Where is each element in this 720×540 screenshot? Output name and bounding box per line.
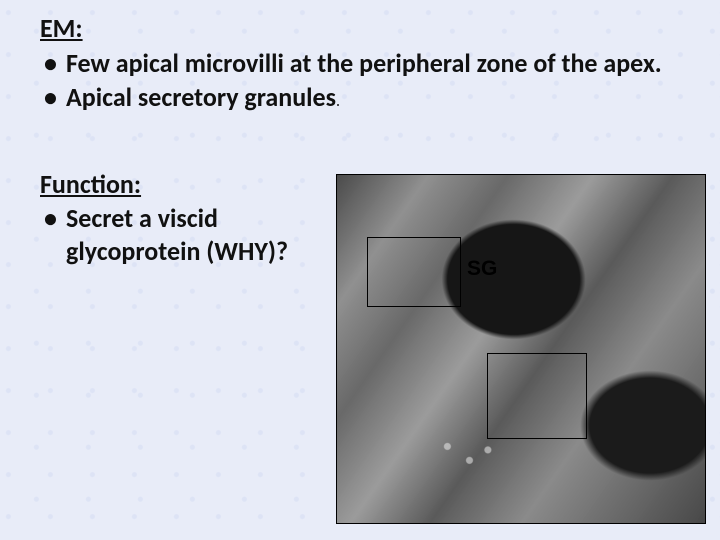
sg-label: SG	[467, 257, 497, 281]
em-bullet-1: Few apical microvilli at the peripheral …	[40, 47, 690, 80]
annotation-box-2	[487, 353, 587, 439]
em-title: EM:	[40, 12, 690, 45]
annotation-box-1	[367, 237, 461, 307]
em-bullet-2: Apical secretory granules.	[40, 81, 690, 114]
function-bullet-1-text: Secret a viscid glycoprotein (WHY)?	[66, 202, 288, 267]
micrograph-image	[337, 175, 705, 523]
em-bullet-2-text: Apical secretory granules	[66, 81, 336, 113]
em-bullets: Few apical microvilli at the peripheral …	[40, 47, 690, 114]
function-bullets: Secret a viscid glycoprotein (WHY)?	[40, 202, 330, 267]
function-bullet-1: Secret a viscid glycoprotein (WHY)?	[40, 202, 330, 267]
function-section: Function: Secret a viscid glycoprotein (…	[40, 168, 330, 268]
em-section: EM: Few apical microvilli at the periphe…	[40, 12, 690, 114]
em-bullet-1-text: Few apical microvilli at the peripheral …	[66, 47, 662, 79]
electron-micrograph: SG	[336, 174, 706, 524]
function-title: Function:	[40, 168, 330, 201]
em-bullet-2-period: .	[336, 92, 340, 111]
